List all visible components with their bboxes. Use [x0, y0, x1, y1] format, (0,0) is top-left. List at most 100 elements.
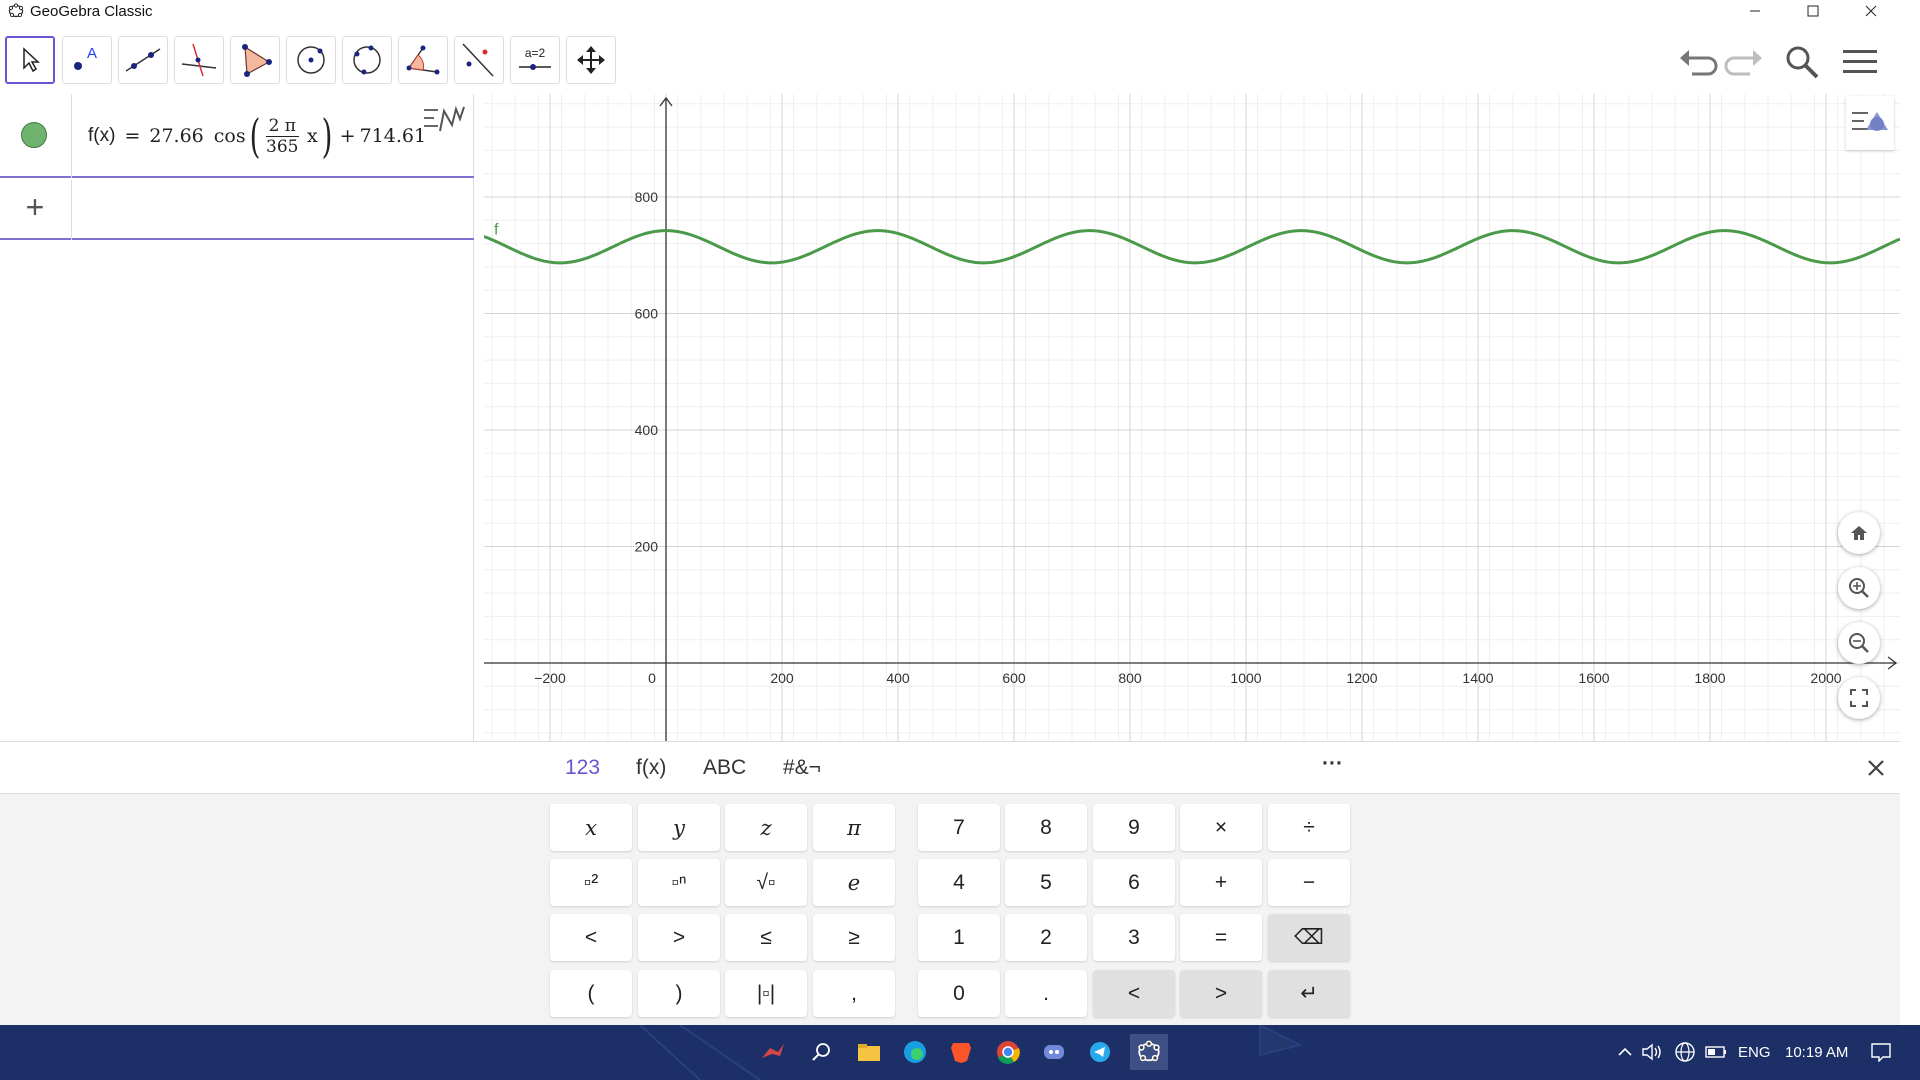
minimize-button[interactable] — [1726, 0, 1784, 22]
network-globe-icon[interactable] — [1672, 1039, 1698, 1065]
tab-functions[interactable]: f(x) — [636, 756, 667, 779]
slider-tool-button[interactable]: a=2 — [510, 36, 560, 84]
clock[interactable]: 10:19 AM — [1785, 1044, 1849, 1061]
polygon-tool-button[interactable] — [230, 36, 280, 84]
undo-button[interactable] — [1676, 42, 1720, 82]
tab-symbols[interactable]: #&¬ — [783, 756, 821, 779]
search-button[interactable] — [1780, 42, 1824, 82]
key-5[interactable]: 5 — [1005, 859, 1087, 906]
edge-browser-icon[interactable] — [902, 1039, 928, 1065]
angle-tool-button[interactable] — [398, 36, 448, 84]
key-greater-equal[interactable]: ≥ — [813, 914, 895, 961]
slider-icon: a=2 — [519, 46, 551, 70]
key-squared[interactable]: ▫² — [550, 859, 632, 906]
move-graphics-tool-button[interactable] — [566, 36, 616, 84]
point-tool-button[interactable]: A — [62, 36, 112, 84]
algebra-style-bar-button[interactable] — [416, 94, 472, 144]
key-label: 2 — [1040, 925, 1052, 949]
algebra-row-f[interactable]: f(x) = 27.66 cos ( 2 π 365 x ) + 714.61 — [0, 94, 474, 178]
key-enter[interactable]: ↵ — [1268, 970, 1350, 1017]
reflect-tool-button[interactable] — [454, 36, 504, 84]
key-less-than[interactable]: < — [550, 914, 632, 961]
key-equals[interactable]: = — [1180, 914, 1262, 961]
key-plus[interactable]: + — [1180, 859, 1262, 906]
key-arrow-left[interactable]: < — [1093, 970, 1175, 1017]
discord-icon[interactable] — [1041, 1039, 1067, 1065]
rog-start-icon[interactable] — [760, 1039, 786, 1065]
title-bar: GeoGebra Classic — [0, 0, 1900, 22]
key-x[interactable]: x — [550, 804, 632, 851]
key-y[interactable]: y — [638, 804, 720, 851]
move-tool-button[interactable] — [5, 36, 55, 84]
key-e[interactable]: e — [813, 859, 895, 906]
home-view-button[interactable] — [1838, 512, 1880, 554]
close-window-button[interactable] — [1842, 0, 1900, 22]
key-4[interactable]: 4 — [918, 859, 1000, 906]
key-abs[interactable]: |▫| — [725, 970, 807, 1017]
key-less-equal[interactable]: ≤ — [725, 914, 807, 961]
key-label: 4 — [953, 870, 965, 894]
redo-button[interactable] — [1722, 42, 1766, 82]
key-minus[interactable]: − — [1268, 859, 1350, 906]
close-keyboard-icon[interactable] — [1867, 759, 1885, 777]
key-7[interactable]: 7 — [918, 804, 1000, 851]
notifications-icon[interactable] — [1868, 1039, 1894, 1065]
visibility-toggle-dot[interactable] — [21, 122, 47, 148]
key-right-paren[interactable]: ) — [638, 970, 720, 1017]
circle-three-points-tool-button[interactable] — [342, 36, 392, 84]
tab-abc[interactable]: ABC — [703, 756, 747, 779]
tab-123[interactable]: 123 — [565, 756, 601, 779]
key-label: z — [760, 815, 772, 840]
key-9[interactable]: 9 — [1093, 804, 1175, 851]
key-label: 5 — [1040, 870, 1052, 894]
key-2[interactable]: 2 — [1005, 914, 1087, 961]
key-left-paren[interactable]: ( — [550, 970, 632, 1017]
battery-icon[interactable] — [1703, 1039, 1729, 1065]
key-label: < — [1127, 981, 1141, 1005]
volume-icon[interactable] — [1640, 1039, 1666, 1065]
key-sqrt[interactable]: √▫ — [725, 859, 807, 906]
key-greater-than[interactable]: > — [638, 914, 720, 961]
key-label: = — [1214, 925, 1228, 949]
perpendicular-line-tool-button[interactable] — [174, 36, 224, 84]
key-label: > — [1214, 981, 1228, 1005]
zoom-in-button[interactable] — [1838, 567, 1880, 609]
main-menu-button[interactable] — [1838, 42, 1882, 82]
key-0[interactable]: 0 — [918, 970, 1000, 1017]
telegram-icon[interactable] — [1087, 1039, 1113, 1065]
geogebra-taskbar-icon[interactable] — [1130, 1034, 1168, 1070]
brave-browser-icon[interactable] — [948, 1039, 974, 1065]
show-hidden-icons-chevron-icon[interactable] — [1612, 1039, 1638, 1065]
chrome-browser-icon[interactable] — [995, 1039, 1021, 1065]
line-tool-button[interactable] — [118, 36, 168, 84]
more-options-button[interactable]: ··· — [1322, 752, 1343, 775]
taskbar-search-icon[interactable] — [808, 1039, 834, 1065]
maximize-button[interactable] — [1784, 0, 1842, 22]
key-1[interactable]: 1 — [918, 914, 1000, 961]
fullscreen-button[interactable] — [1838, 677, 1880, 719]
key-label: > — [672, 925, 686, 949]
file-explorer-icon[interactable] — [856, 1039, 882, 1065]
graph-canvas[interactable]: −200 0 200 400 600 800 1000 1200 1400 1600 1800 200… — [484, 94, 1900, 741]
key-8[interactable]: 8 — [1005, 804, 1087, 851]
key-arrow-right[interactable]: > — [1180, 970, 1262, 1017]
key-label: ▫² — [583, 870, 599, 894]
algebra-input-row[interactable]: + — [0, 180, 474, 240]
add-input-button[interactable]: + — [25, 189, 45, 225]
key-6[interactable]: 6 — [1093, 859, 1175, 906]
key-pi[interactable]: π — [813, 804, 895, 851]
key-backspace[interactable]: ⌫ — [1268, 914, 1350, 961]
graphics-style-bar-button[interactable] — [1846, 96, 1894, 150]
key-power[interactable]: ▫ⁿ — [638, 859, 720, 906]
key-comma[interactable]: , — [813, 970, 895, 1017]
key-3[interactable]: 3 — [1093, 914, 1175, 961]
zoom-out-button[interactable] — [1838, 622, 1880, 664]
graphics-view[interactable]: −200 0 200 400 600 800 1000 1200 1400 1600 1800 200… — [484, 94, 1900, 741]
key-z[interactable]: z — [725, 804, 807, 851]
circle-center-tool-button[interactable] — [286, 36, 336, 84]
key-divide[interactable]: ÷ — [1268, 804, 1350, 851]
key-decimal[interactable]: . — [1005, 970, 1087, 1017]
language-indicator[interactable]: ENG — [1738, 1044, 1771, 1061]
key-times[interactable]: × — [1180, 804, 1262, 851]
function-definition[interactable]: f(x) = 27.66 cos ( 2 π 365 x ) + 714.61 — [88, 106, 426, 166]
